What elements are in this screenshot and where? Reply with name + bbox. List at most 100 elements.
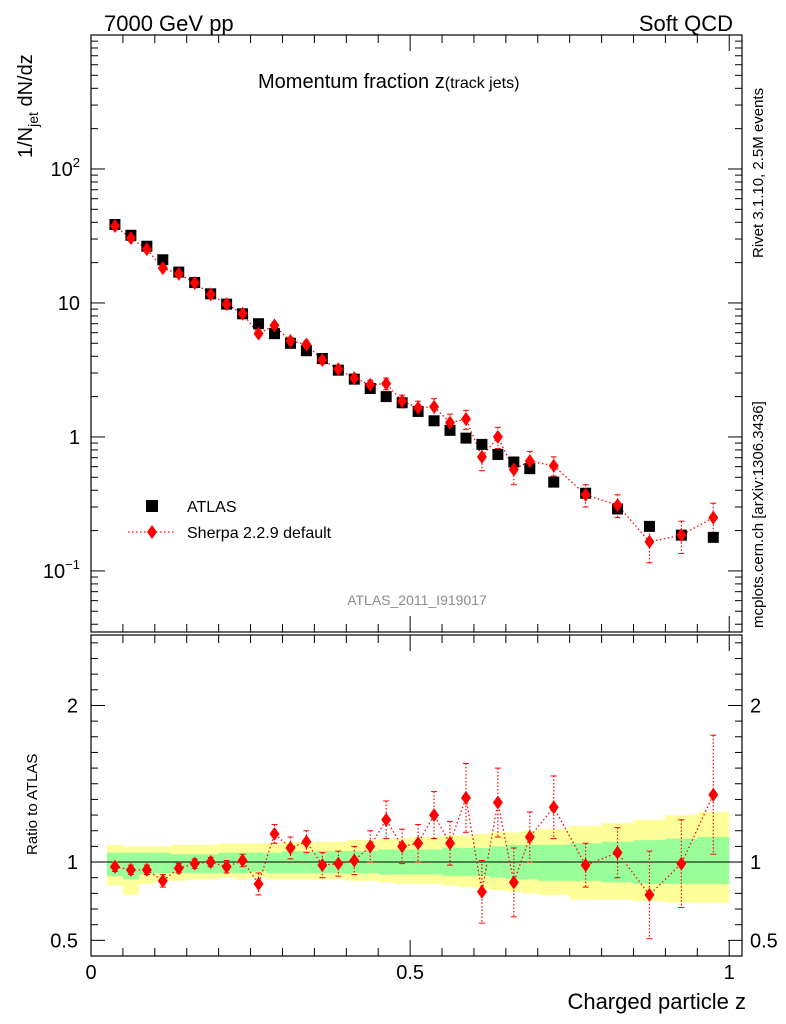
sherpa-data-point [365,377,376,392]
ratio-data-point [269,826,280,841]
sherpa-data-point [349,371,360,386]
ratio-data-point [221,859,232,874]
sherpa-data-point [125,231,136,246]
ratio-data-point [492,795,503,810]
ratio-data-point [205,855,216,870]
legend: ATLAS Sherpa 2.2.9 default [128,499,332,542]
sherpa-data-point [381,376,392,391]
ratio-y-tick-label-right: 1 [750,852,761,874]
sherpa-data-point [413,400,424,415]
ratio-y-tick-label-left: 1 [67,852,78,874]
ratio-data-point [445,836,456,851]
sherpa-data-point [524,454,535,469]
ratio-data-point [413,836,424,851]
atlas-data-point [508,456,520,468]
sherpa-data-point [301,337,312,352]
main-y-tick-label: 102 [51,155,80,181]
analysis-id-label: ATLAS_2011_I919017 [347,592,487,608]
atlas-data-point [524,463,536,475]
x-tick-label: 0 [85,962,96,984]
ratio-data-point [381,812,392,827]
main-y-tick-label: 10−1 [43,557,80,583]
sherpa-data-point [173,266,184,281]
sherpa-data-point [109,219,120,234]
rivet-version-label: Rivet 3.1.10, 2.5M events [750,88,767,258]
atlas-data-point [460,432,472,444]
ratio-data-point [429,808,440,823]
main-panel-frame [90,34,743,633]
sherpa-data-point [141,242,152,257]
atlas-data-point [253,318,265,330]
atlas-data-point [707,531,719,543]
ratio-y-tick-label-left: 0.5 [50,930,78,952]
main-plot-area [109,219,719,564]
sherpa-data-point [676,528,687,543]
ratio-data-point [109,859,120,874]
sherpa-data-point [644,534,655,549]
sherpa-data-point [317,353,328,368]
sherpa-data-point [492,429,503,444]
sherpa-data-point [708,510,719,525]
atlas-data-point [476,438,488,450]
sherpa-data-point [221,297,232,312]
main-y-tick-label-exponent: −1 [65,557,80,572]
x-tick-label: 0.5 [396,962,424,984]
ratio-panel: 0.5 0.51 12 2 0 0.5 1 Ratio to ATLAS Charged … [24,634,778,1014]
main-chart-title-main: Momentum fraction z [258,71,445,93]
x-axis-label: Charged particle z [567,989,746,1014]
main-chart-title-sub: (track jets) [445,75,520,92]
sherpa-data-point [460,412,471,427]
atlas-data-point [548,476,560,488]
ratio-data-point [173,861,184,876]
ratio-plot-area [109,734,719,940]
ratio-y-tick-label-left: 2 [67,695,78,717]
sherpa-data-point [397,394,408,409]
ratio-data-point [708,787,719,802]
ratio-y-tick-label-right: 2 [750,695,761,717]
ratio-x-tick-labels: 0 0.5 1 [85,962,734,984]
sherpa-series-line [114,225,714,543]
ratio-data-point [317,858,328,873]
ratio-data-point [333,856,344,871]
sherpa-data-point [612,498,623,513]
ratio-data-point [349,853,360,868]
main-y-tick-label: 1 [69,427,80,449]
sherpa-data-point [445,415,456,430]
ratio-data-point [301,834,312,849]
ratio-data-point [524,829,535,844]
main-y-tick-label: 10 [58,293,80,315]
x-tick-label: 1 [724,962,735,984]
ratio-inner-band [537,844,570,881]
main-y-axis-label-main: 1/N [15,127,37,158]
ratio-data-point [125,862,136,877]
ratio-panel-frame [90,634,743,957]
legend-sherpa-marker [147,525,157,539]
sherpa-data-point [333,362,344,377]
ratio-data-point [141,862,152,877]
ratio-y-tick-labels: 0.5 0.5 1 1 2 2 [50,695,778,952]
ratio-data-point [460,790,471,805]
ratio-axis-ticks [90,635,742,956]
main-axis-ticks [90,34,742,632]
ratio-data-point [157,873,168,888]
ratio-y-tick-label-right: 0.5 [750,930,778,952]
sherpa-data-point [157,261,168,276]
sherpa-data-point [508,462,519,477]
ratio-data-point [580,858,591,873]
ratio-data-point [253,876,264,891]
atlas-data-point [428,415,440,427]
legend-atlas-marker [146,500,158,512]
legend-sherpa-label: Sherpa 2.2.9 default [187,525,332,542]
main-y-tick-label-base: 10 [51,159,73,181]
sherpa-data-point [269,318,280,333]
sherpa-data-point [548,458,559,473]
main-y-tick-label-base: 10 [43,561,65,583]
sherpa-data-point [476,449,487,464]
sherpa-data-point [285,334,296,349]
atlas-data-point [444,424,456,436]
atlas-data-point [268,328,280,340]
atlas-data-point [643,520,655,532]
